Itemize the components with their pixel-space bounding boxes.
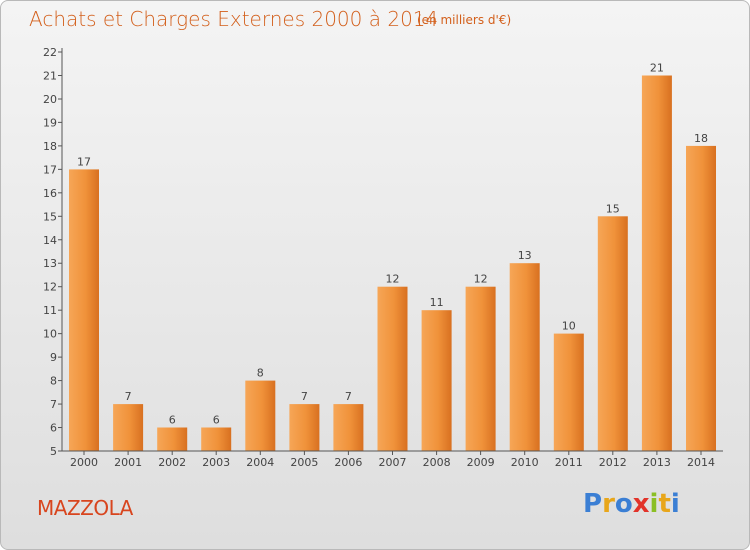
y-tick-label: 12 (43, 281, 57, 294)
logo-letter: t (658, 489, 671, 519)
x-tick-label: 2006 (334, 456, 362, 469)
bar-2009 (465, 286, 496, 451)
bar-value-label: 6 (213, 414, 220, 427)
y-tick-label: 17 (43, 163, 57, 176)
bar-2004 (245, 380, 276, 451)
y-tick-label: 18 (43, 140, 57, 153)
x-tick-label: 2003 (202, 456, 230, 469)
y-tick-label: 20 (43, 93, 57, 106)
y-tick-label: 6 (50, 422, 57, 435)
bar-value-label: 12 (474, 273, 488, 286)
bar-value-label: 13 (518, 249, 532, 262)
x-tick-label: 2005 (290, 456, 318, 469)
y-tick-label: 10 (43, 328, 57, 341)
bar-value-label: 7 (301, 390, 308, 403)
y-tick-label: 8 (50, 375, 57, 388)
y-tick-label: 19 (43, 116, 57, 129)
bar-value-label: 8 (257, 367, 264, 380)
x-tick-label: 2002 (158, 456, 186, 469)
y-tick-label: 14 (43, 234, 57, 247)
y-tick-label: 15 (43, 210, 57, 223)
x-tick-label: 2000 (70, 456, 98, 469)
y-tick-label: 5 (50, 445, 57, 458)
chart-title: Achats et Charges Externes 2000 à 2014 (29, 7, 439, 31)
x-tick-label: 2014 (687, 456, 715, 469)
y-axis: 5 6 7 8 9 10 11 12 13 14 15 16 17 18 19 20 21 22 (43, 46, 63, 458)
bar-2007 (377, 286, 408, 451)
y-tick-label: 16 (43, 187, 57, 200)
bar-2014 (686, 145, 716, 451)
bar-2006 (333, 404, 364, 451)
proxiti-logo: Proxiti (583, 489, 680, 519)
x-tick-label: 2009 (467, 456, 495, 469)
y-tick-label: 21 (43, 69, 57, 82)
logo-letter: i (649, 489, 659, 519)
chart-subtitle: (en milliers d'€) (417, 13, 512, 27)
bar-value-label: 6 (169, 414, 176, 427)
y-tick-label: 13 (43, 257, 57, 270)
x-tick-label: 2004 (246, 456, 274, 469)
logo-letter: r (602, 489, 615, 519)
bar-2002 (157, 427, 188, 451)
bar-value-label: 21 (650, 62, 664, 75)
bar-2013 (641, 75, 672, 451)
bar-2003 (201, 427, 232, 451)
bar-value-label: 18 (694, 132, 708, 145)
bar-value-label: 7 (125, 390, 132, 403)
x-tick-label: 2013 (643, 456, 671, 469)
x-tick-label: 2012 (599, 456, 627, 469)
bar-value-label: 17 (77, 155, 91, 168)
bar-2005 (289, 404, 320, 451)
x-tick-label: 2007 (379, 456, 407, 469)
x-tick-label: 2008 (423, 456, 451, 469)
x-tick-label: 2011 (555, 456, 583, 469)
bar-value-label: 11 (430, 296, 444, 309)
bar-2001 (113, 404, 144, 451)
logo-letter: P (583, 489, 603, 519)
x-tick-label: 2001 (114, 456, 142, 469)
logo-letter: i (670, 489, 680, 519)
y-tick-label: 9 (50, 351, 57, 364)
bar-value-label: 15 (606, 202, 620, 215)
x-axis: 2000 2001 2002 2003 2004 2005 2006 2007 2008 2009… (62, 450, 723, 469)
y-tick-label: 22 (43, 46, 57, 59)
bar-value-label: 12 (386, 273, 400, 286)
commune-name: MAZZOLA (37, 496, 133, 520)
bars: 17 7 6 6 8 7 7 12 11 12 13 10 15 21 18 (69, 62, 716, 451)
bar-2010 (509, 263, 540, 451)
bar-2000 (69, 169, 99, 451)
x-tick-label: 2010 (511, 456, 539, 469)
y-tick-label: 7 (50, 398, 57, 411)
bar-2011 (553, 333, 584, 451)
bar-value-label: 10 (562, 320, 576, 333)
bar-2012 (597, 216, 628, 451)
bar-2008 (421, 310, 452, 451)
logo-letter: x (632, 489, 650, 519)
bar-value-label: 7 (345, 390, 352, 403)
logo-letter: o (614, 489, 633, 519)
y-tick-label: 11 (43, 304, 57, 317)
